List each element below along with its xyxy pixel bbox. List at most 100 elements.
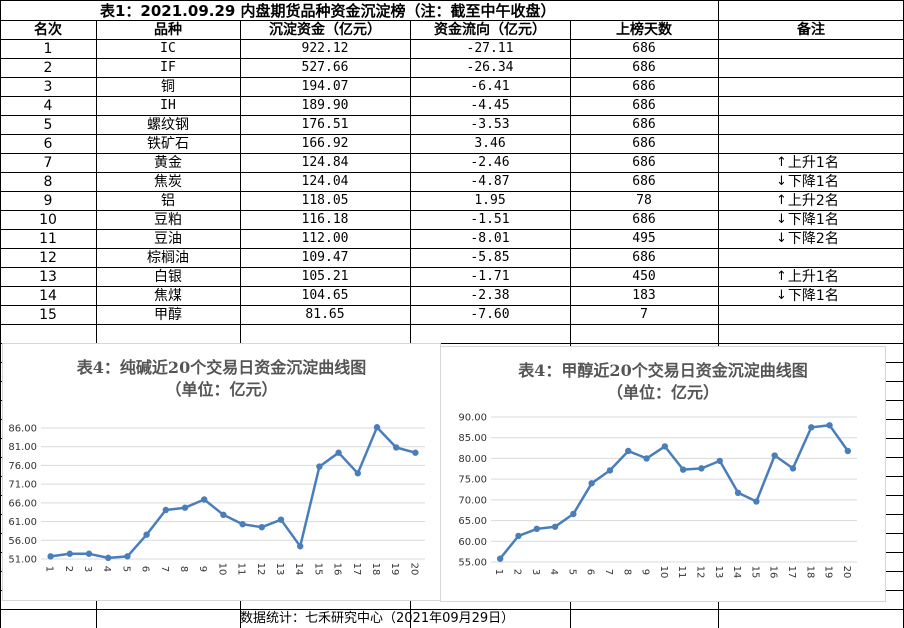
cell-days: 686 — [632, 174, 656, 189]
chart-title: 表4：纯碱近20个交易日资金沉淀曲线图 — [76, 358, 367, 377]
data-point — [239, 520, 246, 528]
data-point — [533, 525, 540, 533]
data-point — [181, 504, 189, 511]
x-tick-label: 4 — [548, 569, 559, 575]
cell-capital: 194.07 — [301, 79, 349, 94]
data-point — [393, 444, 400, 451]
note-text: 上升1名 — [787, 154, 839, 171]
series-line — [50, 426, 416, 560]
y-tick-label: 81.00 — [8, 442, 37, 453]
y-tick-label: 51.00 — [8, 555, 37, 566]
cell-name: IH — [160, 98, 176, 113]
x-tick-label: 13 — [274, 563, 285, 576]
cell-capital: 189.90 — [301, 98, 349, 113]
row-border — [0, 58, 904, 59]
x-tick-label: 11 — [676, 566, 687, 579]
row-border — [0, 115, 904, 116]
data-point — [771, 452, 778, 459]
data-point — [201, 496, 208, 503]
cell-name: 棕榈油 — [147, 249, 189, 266]
cell-name: IC — [160, 41, 176, 56]
cell-rank: 12 — [39, 249, 57, 266]
cell-rank: 13 — [39, 268, 57, 285]
x-tick-label: 17 — [786, 566, 797, 579]
cell-note: ↓ 下降1名 — [718, 210, 904, 229]
cell-note — [718, 115, 904, 134]
x-tick-label: 6 — [140, 566, 151, 572]
data-point — [844, 447, 852, 455]
row-border — [0, 248, 904, 249]
cell-name: 螺纹钢 — [147, 116, 189, 133]
cell-rank: 10 — [39, 211, 57, 228]
arrow-up-icon: ↑ — [776, 269, 787, 284]
y-tick-label: 85.00 — [458, 433, 487, 444]
y-tick-label: 66.00 — [8, 498, 37, 509]
row-border — [0, 0, 904, 1]
chart-subtitle: （单位：亿元） — [606, 383, 719, 402]
note-text: 下降1名 — [787, 173, 839, 190]
row-border — [0, 96, 904, 97]
x-tick-label: 15 — [749, 566, 760, 579]
cell-name: 焦煤 — [154, 287, 182, 304]
cell-note: ↓ 下降1名 — [718, 172, 904, 191]
y-tick-label: 60.00 — [458, 537, 487, 548]
x-tick-label: 3 — [82, 566, 93, 572]
y-tick-label: 55.00 — [458, 558, 487, 569]
cell-rank: 14 — [39, 287, 57, 304]
y-tick-label: 61.00 — [8, 517, 37, 528]
x-tick-label: 1 — [44, 566, 55, 572]
chart-plot: 55.00 60.00 65.00 70.00 75.00 80.00 85.00 90.00… — [458, 413, 857, 579]
y-tick-label: 80.00 — [458, 454, 487, 465]
cell-rank: 15 — [39, 306, 57, 323]
cell-rank: 9 — [43, 192, 53, 209]
cell-name: 甲醇 — [154, 306, 182, 323]
chart-plot: 51.00 56.00 61.00 66.00 71.00 76.00 81.00 86.00… — [8, 424, 425, 576]
table-title: 表1：2021.09.29 内盘期货品种资金沉淀榜（注：截至中午收盘） — [100, 2, 556, 20]
cell-rank: 7 — [43, 154, 53, 171]
x-tick-label: 2 — [63, 566, 74, 572]
y-tick-label: 56.00 — [8, 536, 37, 547]
x-tick-label: 12 — [694, 566, 705, 579]
x-tick-label: 3 — [530, 569, 541, 575]
data-point — [258, 523, 265, 531]
x-tick-label: 14 — [293, 563, 304, 576]
cell-name: IF — [160, 60, 176, 75]
cell-name: 黄金 — [154, 154, 182, 171]
note-text: 上升1名 — [787, 268, 839, 285]
y-tick-label: 65.00 — [458, 516, 487, 527]
series-line — [499, 424, 849, 560]
column-border — [0, 0, 1, 628]
header-capital: 沉淀资金（亿元） — [269, 21, 381, 38]
x-tick-label: 19 — [823, 566, 834, 579]
cell-note: ↑ 上升1名 — [718, 267, 904, 286]
x-tick-label: 4 — [101, 566, 112, 572]
arrow-down-icon: ↓ — [776, 174, 787, 189]
row-border — [0, 153, 904, 154]
cell-name: 铜 — [161, 78, 175, 95]
cell-rank: 8 — [43, 173, 53, 190]
data-point — [515, 532, 522, 540]
note-text: 下降1名 — [787, 211, 839, 228]
cell-name: 铝 — [161, 192, 175, 209]
x-tick-label: 16 — [768, 566, 779, 579]
row-border — [0, 305, 904, 306]
chart-soda-ash: 表4：纯碱近20个交易日资金沉淀曲线图 （单位：亿元） 51.00 56.00 61… — [2, 343, 441, 601]
data-point — [789, 465, 797, 472]
row-border — [0, 267, 904, 268]
x-tick-label: 9 — [640, 569, 651, 575]
cell-rank: 5 — [43, 116, 53, 133]
data-point — [335, 449, 342, 456]
x-tick-label: 8 — [178, 566, 189, 572]
cell-note — [718, 96, 904, 115]
cell-days: 686 — [632, 60, 656, 75]
column-border — [410, 20, 411, 628]
header-note: 备注 — [797, 21, 825, 38]
column-border — [570, 20, 571, 628]
x-tick-label: 7 — [159, 566, 170, 572]
data-point — [661, 443, 669, 450]
header-name: 品种 — [154, 21, 182, 38]
row-border — [0, 77, 904, 78]
cell-capital: 116.18 — [301, 212, 349, 227]
cell-name: 铁矿石 — [147, 135, 189, 152]
